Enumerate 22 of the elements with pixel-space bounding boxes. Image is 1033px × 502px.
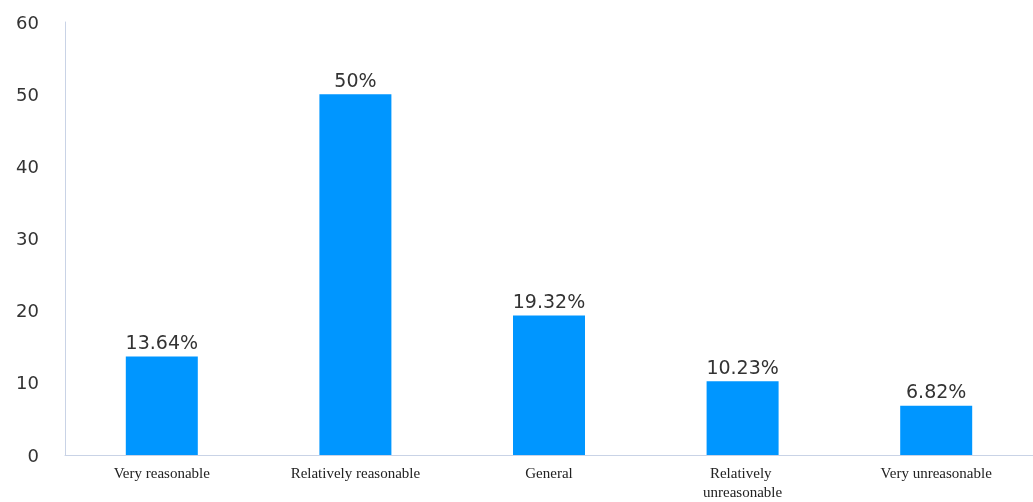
bar [706,381,779,455]
y-tick-label: 20 [16,300,39,322]
y-tick-label: 30 [16,228,39,249]
y-tick-label: 50 [16,83,39,105]
x-tick-label: General [525,464,573,481]
bar [319,94,392,455]
x-tick-label: Very unreasonable [880,464,993,481]
bar [900,405,973,455]
data-label: 50% [334,68,377,91]
y-tick-label: 10 [16,372,39,394]
x-tick-label: Relatively reasonable [290,464,421,481]
y-tick-label: 60 [16,11,39,33]
y-tick-label: 0 [27,444,39,466]
bar [513,315,585,455]
y-tick-label: 40 [16,155,39,177]
data-label: 13.64% [125,331,199,354]
bar [125,356,198,455]
data-label: 10.23% [706,355,779,378]
x-tick-label: Very reasonable [113,464,211,481]
x-tick-label: Relatively unreasonable [703,464,783,500]
data-label: 6.82% [906,380,967,403]
data-label: 19.32% [512,290,586,313]
